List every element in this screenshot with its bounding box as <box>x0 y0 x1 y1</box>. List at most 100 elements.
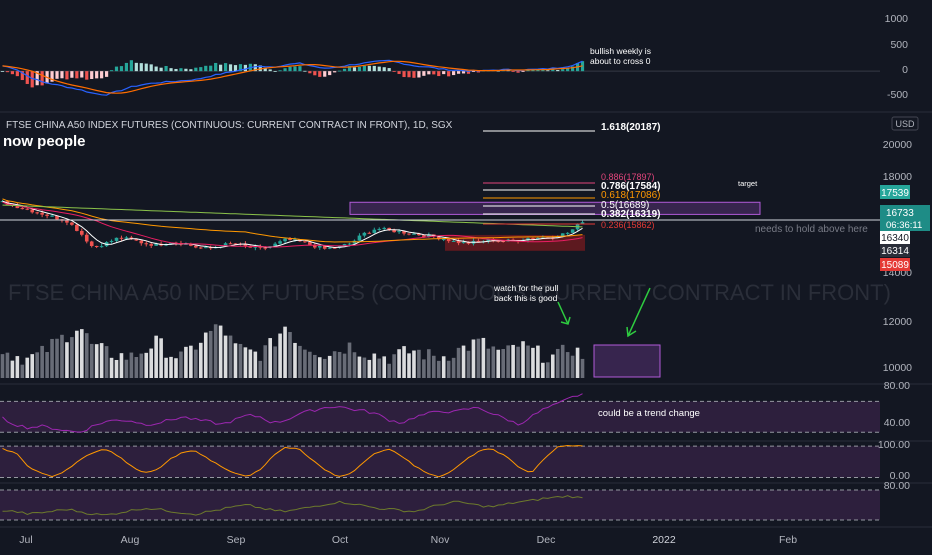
volume-bar <box>208 330 213 378</box>
tag-16340-bg <box>880 231 910 244</box>
candle-body <box>476 240 481 242</box>
macd-histogram-bar <box>407 71 411 78</box>
candle-body <box>89 241 94 246</box>
macd-histogram-bar <box>70 71 74 78</box>
candle-body <box>461 242 466 244</box>
volume-bar <box>60 334 64 378</box>
volume-bar <box>35 352 39 378</box>
volume-bar <box>228 335 233 378</box>
macd-histogram-bar <box>174 68 178 72</box>
currency-label: USD <box>895 119 915 129</box>
target-zone <box>349 201 761 215</box>
macd-histogram-bar <box>442 71 446 75</box>
rsi-tick-80: 80.00 <box>884 380 910 392</box>
volume-bar <box>377 358 382 378</box>
volume-bar <box>471 339 476 378</box>
macd-histogram-bar <box>303 70 307 72</box>
time-tick-jul: Jul <box>19 534 32 546</box>
volume-bar <box>521 341 525 378</box>
candle-body <box>417 233 421 236</box>
candle-body <box>134 238 139 241</box>
ma-mid-line <box>2 201 583 248</box>
volume-bar <box>481 337 486 378</box>
macd-histogram-bar <box>80 71 84 78</box>
candle-body <box>407 233 411 235</box>
volume-bar <box>94 344 99 378</box>
macd-histogram-bar <box>382 67 386 72</box>
volume-bar <box>20 364 25 378</box>
volume-bar <box>446 360 451 378</box>
macd-histogram-bar <box>293 66 297 72</box>
volume-bar <box>50 338 54 378</box>
volume-bar <box>298 345 302 378</box>
candle-body <box>342 244 347 246</box>
macd-histogram-bar <box>571 66 575 72</box>
time-tick-2022: 2022 <box>652 534 676 546</box>
volume-bar <box>575 347 580 378</box>
volume-bar <box>89 343 94 378</box>
macd-histogram-bar <box>333 71 337 73</box>
fibonacci-retracement[interactable]: 1.618(20187) 0.886(17897) 0.786(17584) 0… <box>483 122 661 230</box>
candle-body <box>139 240 144 244</box>
stoch-tick-0: 0.00 <box>890 470 911 482</box>
macd-tick-1000: 1000 <box>885 13 909 25</box>
tag-countdown: 06:36:11 <box>886 220 922 231</box>
candle-body <box>94 245 99 247</box>
fib-05-label: 0.5(16689) <box>601 200 649 211</box>
macd-histogram-bar <box>20 71 24 81</box>
stoch-tick-100: 100.00 <box>878 439 910 451</box>
candle-body <box>565 232 570 234</box>
volume-bar <box>213 324 218 378</box>
candle-body <box>80 230 84 235</box>
macd-histogram-bar <box>228 64 233 72</box>
volume-bar <box>179 351 183 378</box>
candle-body <box>144 243 149 245</box>
macd-histogram-bar <box>0 71 5 72</box>
candle-body <box>451 240 456 242</box>
candle-body <box>278 241 282 244</box>
volume-bar <box>55 338 59 378</box>
osc3-pane <box>2 495 583 516</box>
hold-above-note: needs to hold above here <box>755 224 868 235</box>
volume-bar <box>451 357 456 378</box>
candle-body <box>198 247 203 249</box>
candle-body <box>466 242 471 244</box>
candle-body <box>84 234 89 242</box>
volume-bar <box>526 345 530 378</box>
volume-bar <box>313 354 317 378</box>
volume-bar <box>322 358 327 378</box>
time-axis[interactable]: Jul Aug Sep Oct Nov Dec 2022 Feb <box>19 534 797 546</box>
volume-bar <box>293 342 297 378</box>
volume-bar <box>382 356 387 378</box>
arrow-small-icon <box>557 301 571 325</box>
candle-body <box>124 237 129 239</box>
macd-histogram-bar <box>263 67 267 72</box>
price-pane <box>0 198 585 251</box>
candle-body <box>243 243 248 246</box>
volume-bar <box>114 359 119 378</box>
candle-body <box>362 232 367 236</box>
volume-bar <box>248 349 253 378</box>
macd-histogram-bar <box>15 71 19 77</box>
macd-histogram-bar <box>466 71 471 74</box>
volume-bar <box>317 357 322 378</box>
tag-15089-bg <box>880 258 910 271</box>
currency-badge[interactable] <box>891 116 919 131</box>
volume-bar <box>268 338 272 378</box>
volume-bar <box>273 346 277 378</box>
macd-histogram-bar <box>328 71 332 76</box>
volume-bar <box>80 329 84 378</box>
price-axis[interactable]: 1000 500 0 -500 USD 20000 18000 14000 12… <box>878 13 919 492</box>
volume-bar <box>233 343 238 378</box>
macd-tick-0: 0 <box>902 64 908 76</box>
candle-body <box>223 243 228 247</box>
macd-histogram-bar <box>129 60 133 72</box>
macd-histogram-bar <box>323 71 327 77</box>
volume-bar <box>288 332 292 378</box>
volume-bar <box>536 345 540 378</box>
macd-histogram-bar <box>10 71 14 75</box>
candle-body <box>496 240 501 242</box>
candle-body <box>387 227 391 230</box>
